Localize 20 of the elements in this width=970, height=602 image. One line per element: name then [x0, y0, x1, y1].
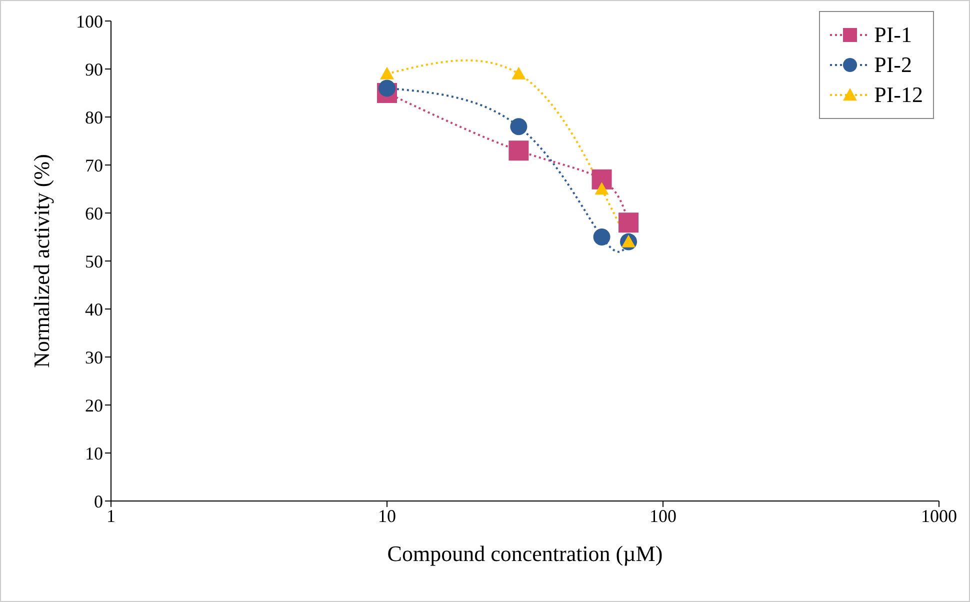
y-tick-label: 70	[85, 155, 103, 176]
x-tick-label: 1000	[921, 506, 957, 526]
y-axis-title: Normalized activity (%)	[28, 154, 54, 368]
y-tick-label: 0	[94, 491, 103, 512]
x-tick-label: 1	[106, 506, 116, 526]
y-tick-label: 40	[85, 299, 103, 320]
legend-label: PI-1	[874, 22, 912, 48]
y-tick-label: 20	[85, 395, 103, 416]
x-axis-title: Compound concentration (µM)	[387, 541, 663, 566]
y-tick-label: 30	[85, 347, 103, 368]
legend-label: PI-12	[874, 82, 923, 108]
y-tick-label: 100	[76, 11, 103, 32]
y-tick-label: 50	[85, 251, 103, 272]
x-tick-label: 10	[378, 506, 396, 526]
y-tick-label: 80	[85, 107, 103, 128]
y-tick-label: 10	[85, 443, 103, 464]
y-tick-label: 90	[85, 59, 103, 80]
y-tick-label: 60	[85, 203, 103, 224]
x-tick-label: 100	[650, 506, 676, 526]
legend-label: PI-2	[874, 52, 912, 78]
